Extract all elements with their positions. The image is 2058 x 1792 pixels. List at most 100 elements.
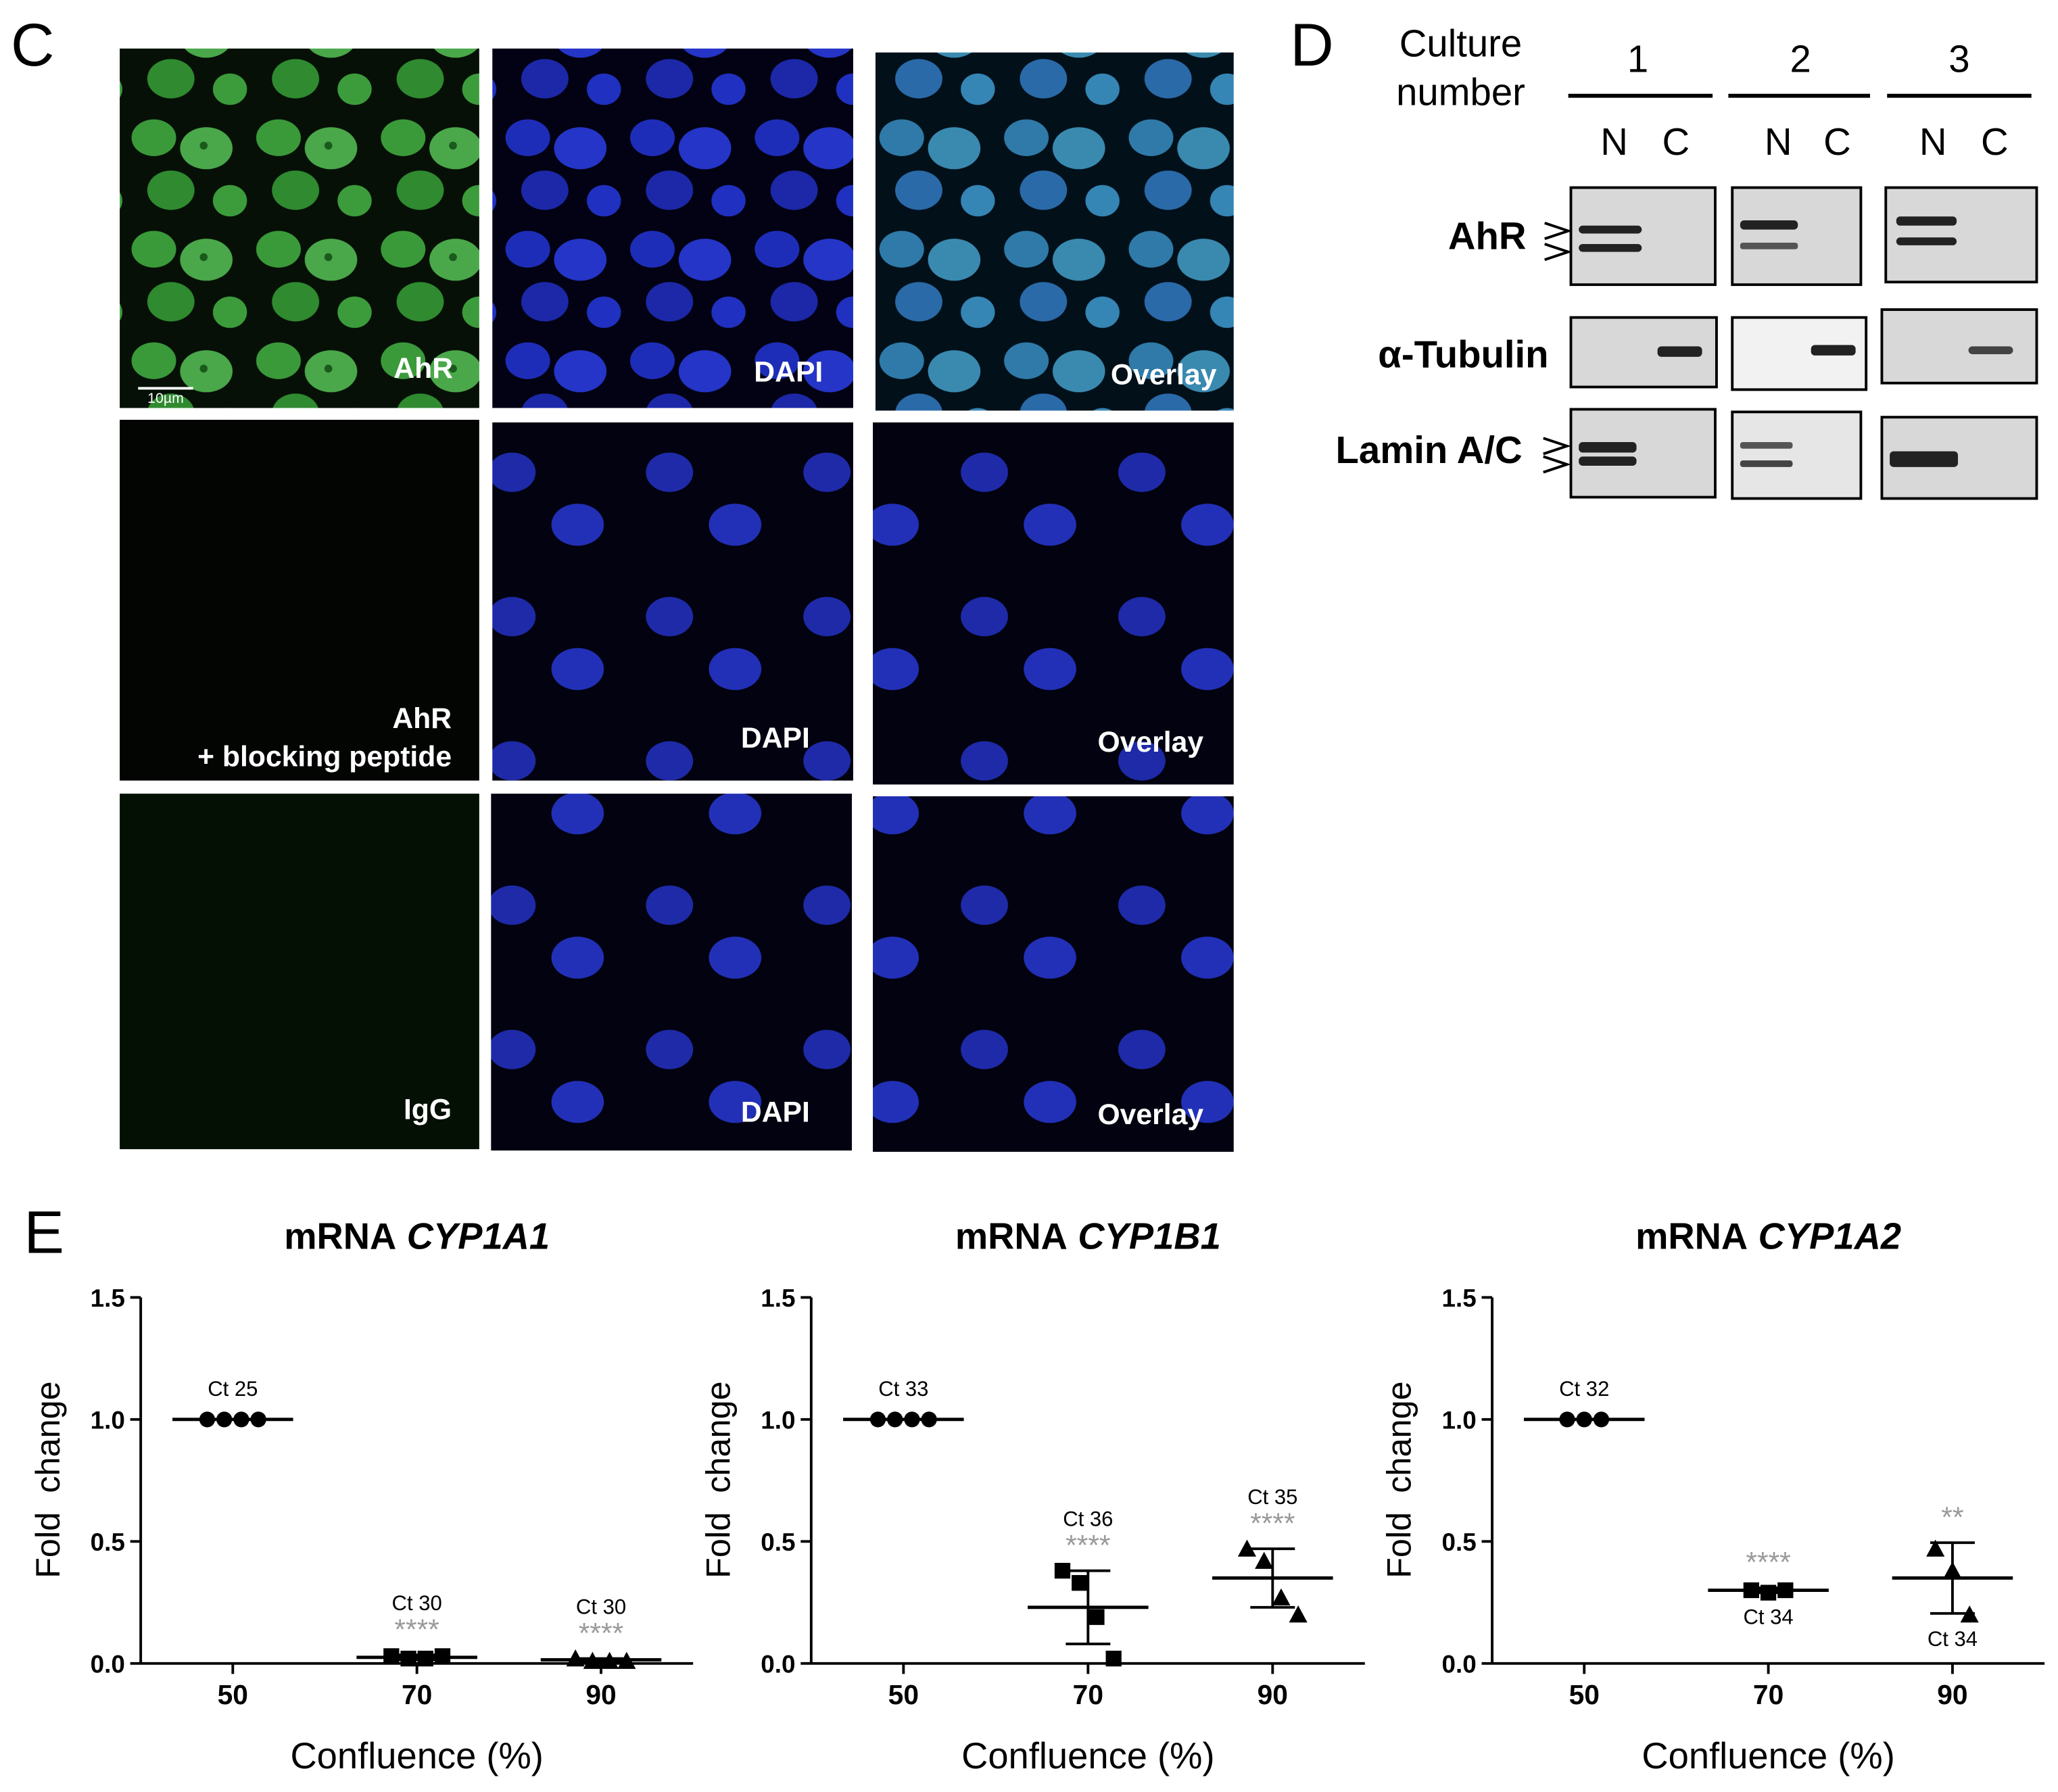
y-axis-label: Fold change (699, 1381, 738, 1578)
error-bar (1930, 1541, 1975, 1615)
error-bar (1066, 1569, 1111, 1645)
panel-label: D (1290, 11, 1333, 78)
blot-label: α-Tubulin (1378, 333, 1548, 375)
x-tick-label: 70 (1753, 1679, 1784, 1710)
chart: mRNA CYP1A1 Confluence (%) Fold change 0.0 0.… (28, 1216, 694, 1776)
image-label: DAPI (754, 356, 823, 389)
image (492, 422, 853, 781)
x-tick-label: 50 (218, 1679, 248, 1710)
ct-label: Ct 35 (1247, 1485, 1297, 1509)
title-gene: CYP1A2 (1758, 1216, 1901, 1257)
panel-label: C (11, 11, 54, 78)
lane-label: N (1919, 120, 1947, 163)
image (492, 48, 853, 408)
title-gene: CYP1A1 (407, 1216, 550, 1257)
image (873, 422, 1234, 785)
y-tick-label: 0.5 (91, 1528, 125, 1556)
culture-label: 3 (1948, 38, 1969, 80)
image-label: AhR (392, 702, 452, 735)
error-bar (579, 1657, 623, 1663)
significance: **** (1066, 1529, 1110, 1561)
x-tick-label: 70 (402, 1679, 432, 1710)
point (1072, 1575, 1088, 1591)
blot-label: Lamin A/C (1336, 429, 1523, 471)
lane-label: N (1600, 120, 1628, 163)
point (1289, 1605, 1308, 1623)
image-label: IgG (404, 1093, 452, 1125)
x-axis-label: Confluence (%) (290, 1735, 543, 1776)
x-tick-label: 50 (888, 1679, 919, 1710)
y-tick-label: 1.5 (91, 1284, 125, 1312)
x-tick-label: 90 (1937, 1679, 1967, 1710)
ct-label: Ct 33 (878, 1377, 928, 1401)
y-axis-label: Fold change (28, 1381, 67, 1578)
chart: mRNA CYP1A2 Confluence (%) Fold change 0.0 0.… (1380, 1216, 2045, 1776)
image-label: Overlay (1097, 1098, 1203, 1131)
image (120, 420, 479, 781)
ct-label: Ct 25 (208, 1377, 258, 1401)
lane-label: C (1823, 120, 1851, 163)
lane-label: C (1662, 120, 1690, 163)
ct-label: Ct 34 (1928, 1627, 1978, 1651)
y-axis-label: Fold change (1380, 1381, 1418, 1578)
image (875, 52, 1234, 411)
image (491, 794, 853, 1151)
header: number (1396, 70, 1525, 113)
image (873, 796, 1234, 1152)
title-text: mRNA (284, 1216, 396, 1257)
ct-label: Ct 30 (392, 1591, 442, 1615)
ct-label: Ct 34 (1743, 1605, 1793, 1629)
chart: mRNA CYP1B1 Confluence (%) Fold change 0.0 0.… (699, 1216, 1365, 1776)
significance: ** (1941, 1501, 1963, 1534)
image-label: Overlay (1097, 726, 1203, 758)
image-label: AhR (393, 352, 453, 385)
x-axis-label: Confluence (%) (961, 1735, 1214, 1776)
ct-label: Ct 30 (576, 1595, 626, 1619)
y-tick-label: 0.5 (1442, 1528, 1477, 1556)
y-tick-label: 1.5 (1442, 1284, 1477, 1312)
x-axis-label: Confluence (%) (1642, 1735, 1894, 1776)
point (1926, 1539, 1945, 1557)
y-tick-label: 0.5 (761, 1528, 795, 1556)
point (1105, 1650, 1122, 1667)
image-label: DAPI (741, 722, 810, 754)
header: Culture (1399, 22, 1522, 64)
x-tick-label: 50 (1569, 1679, 1600, 1710)
y-tick-label: 0.0 (761, 1650, 795, 1678)
title-text: mRNA (1635, 1216, 1748, 1257)
microscopy: 10µm AhR DAPI Overlay AhR + blocking pep… (120, 48, 1234, 1152)
significance: **** (1746, 1547, 1790, 1579)
y-tick-label: 1.0 (761, 1406, 795, 1434)
point (1054, 1562, 1071, 1579)
image-label: DAPI (741, 1096, 810, 1128)
point (1237, 1539, 1257, 1557)
lane-label: N (1765, 120, 1792, 163)
chart-title: mRNA CYP1B1 (955, 1216, 1221, 1257)
y-tick-label: 1.0 (91, 1406, 125, 1434)
lane-label: C (1981, 120, 2009, 163)
point (1255, 1551, 1274, 1569)
image-label: Overlay (1111, 359, 1217, 391)
image-label: + blocking peptide (197, 740, 452, 773)
image (120, 48, 479, 408)
error-bar (1250, 1547, 1295, 1609)
significance: **** (394, 1614, 439, 1646)
y-tick-label: 0.0 (91, 1650, 125, 1678)
x-tick-label: 90 (1258, 1679, 1288, 1710)
blot-label: AhR (1448, 215, 1527, 258)
chart-title: mRNA CYP1A2 (1635, 1216, 1901, 1257)
panel-label: E (24, 1198, 64, 1265)
culture-label: 1 (1627, 38, 1648, 80)
ct-label: Ct 32 (1559, 1377, 1609, 1401)
chart-title: mRNA CYP1A1 (284, 1216, 550, 1257)
title-text: mRNA (955, 1216, 1068, 1257)
error-bar (1746, 1586, 1791, 1595)
significance: **** (579, 1617, 623, 1649)
image (120, 794, 479, 1150)
western-blot: Culture number 1 2 3 N C N C N C AhR α-T… (1336, 22, 2038, 500)
y-tick-label: 0.0 (1442, 1650, 1477, 1678)
point (1088, 1609, 1105, 1625)
x-tick-label: 70 (1073, 1679, 1103, 1710)
y-tick-label: 1.0 (1442, 1406, 1477, 1434)
